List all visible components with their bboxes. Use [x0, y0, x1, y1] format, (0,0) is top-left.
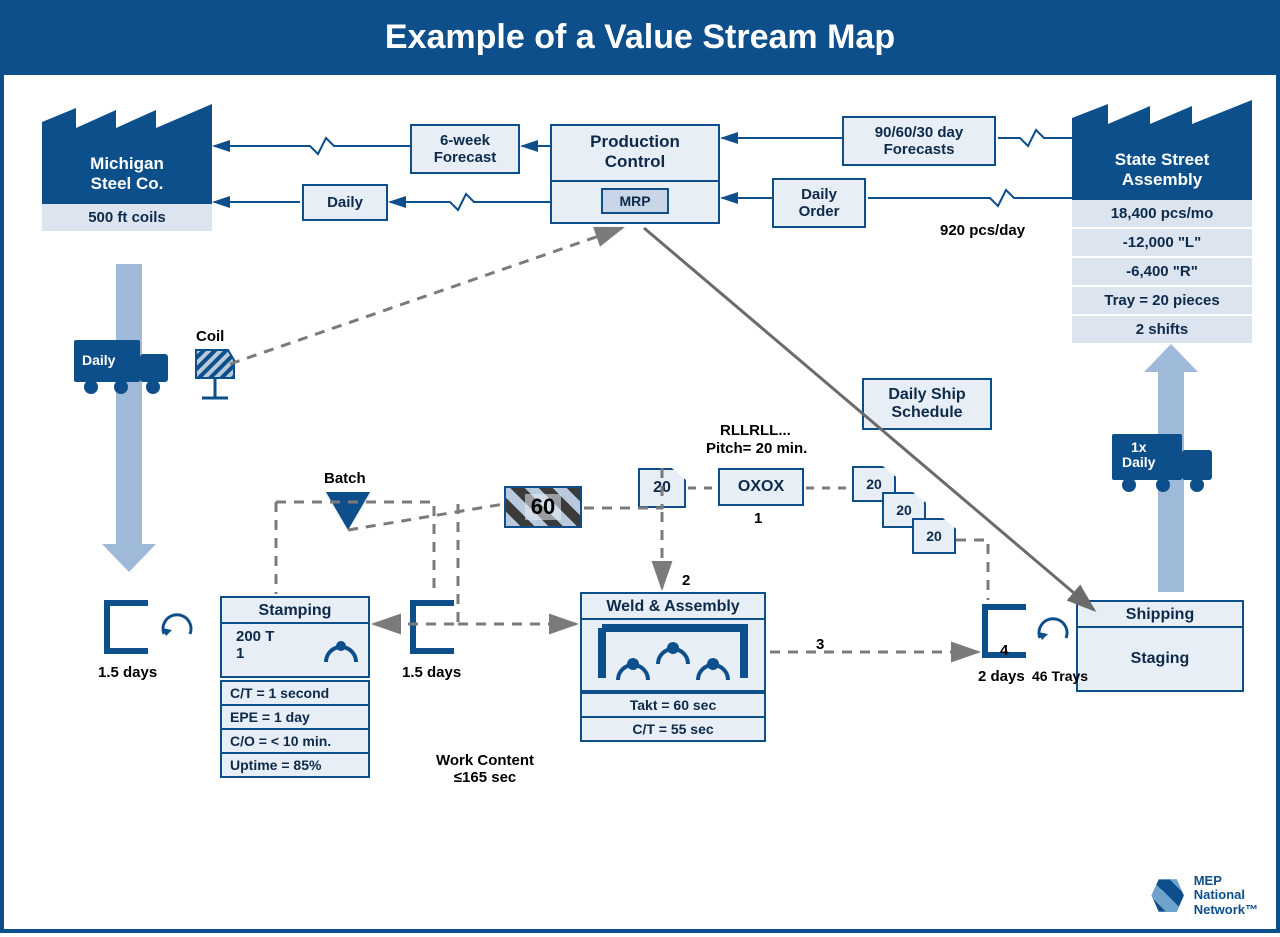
- customer-truck-label: 1x Daily: [1122, 440, 1155, 469]
- arrow-3-label: 3: [816, 636, 824, 653]
- pcs-per-day: 920 pcs/day: [940, 222, 1025, 239]
- customer-row: 18,400 pcs/mo: [1072, 200, 1252, 229]
- shipping-title: Shipping: [1078, 602, 1242, 628]
- fifo1-refresh-icon: [156, 604, 200, 648]
- weld-cell-icon: [588, 620, 758, 686]
- fifo3-refresh-icon: [1032, 608, 1076, 652]
- daily-ship-schedule: Daily Ship Schedule: [862, 378, 992, 430]
- production-control: Production Control MRP: [550, 124, 720, 224]
- weld-details: Takt = 60 sec C/T = 55 sec: [580, 692, 766, 742]
- logo-line3: Network™: [1194, 903, 1258, 917]
- mep-logo-icon: [1150, 878, 1186, 914]
- vsm-page: Example of a Value Stream Map Michigan S…: [0, 0, 1280, 933]
- weld-title: Weld & Assembly: [582, 594, 764, 620]
- supplier-note: 500 ft coils: [42, 204, 212, 233]
- fifo3-four: 4: [1000, 642, 1008, 659]
- six-week-forecast: 6-week Forecast: [410, 124, 520, 174]
- supplier-factory: Michigan Steel Co. 500 ft coils: [42, 104, 212, 233]
- customer-row: 2 shifts: [1072, 316, 1252, 345]
- customer-row: -6,400 "R": [1072, 258, 1252, 287]
- fifo2-days: 1.5 days: [402, 664, 461, 681]
- arrow-2-label: 2: [682, 572, 690, 589]
- stamping-detail: C/T = 1 second: [222, 682, 368, 706]
- supplier-name: Michigan Steel Co.: [42, 148, 212, 204]
- customer-name: State Street Assembly: [1072, 144, 1252, 200]
- page-title: Example of a Value Stream Map: [4, 4, 1276, 75]
- fifo3-days: 2 days: [978, 668, 1025, 685]
- stamping-detail: Uptime = 85%: [222, 754, 368, 776]
- mep-logo: MEP National Network™: [1150, 874, 1258, 917]
- customer-truck: 1x Daily: [1112, 434, 1232, 498]
- customer-rows: 18,400 pcs/mo -12,000 "L" -6,400 "R" Tra…: [1072, 200, 1252, 345]
- mrp-box: MRP: [601, 188, 669, 214]
- rll-label: RLLRLL...: [720, 422, 791, 439]
- batch-label: Batch: [324, 470, 366, 487]
- operator-icon: [322, 630, 360, 668]
- coil-label: Coil: [196, 328, 224, 345]
- logo-line2: National: [1194, 888, 1258, 902]
- sixty-label: 60: [525, 494, 561, 520]
- fifo-1: [104, 600, 148, 654]
- stamping-details: C/T = 1 second EPE = 1 day C/O = < 10 mi…: [220, 680, 370, 778]
- logo-line1: MEP: [1194, 874, 1258, 888]
- weld-detail: Takt = 60 sec: [582, 694, 764, 718]
- batch-triangle-icon: [326, 494, 370, 530]
- oxox-box: OXOX: [718, 468, 804, 506]
- customer-row: Tray = 20 pieces: [1072, 287, 1252, 316]
- kanban-20-d: 20: [912, 518, 956, 554]
- stamping-process: Stamping 200 T 1: [220, 596, 370, 678]
- shipping-sub: Staging: [1078, 628, 1242, 690]
- weld-detail: C/T = 55 sec: [582, 718, 764, 740]
- ninety-forecast: 90/60/30 day Forecasts: [842, 116, 996, 166]
- fifo3-trays: 46 Trays: [1032, 668, 1088, 684]
- shipping-process: Shipping Staging: [1076, 600, 1244, 692]
- supplier-truck-label: Daily: [82, 352, 115, 368]
- supplier-material-arrow: [116, 264, 142, 544]
- customer-factory: State Street Assembly 18,400 pcs/mo -12,…: [1072, 100, 1252, 345]
- stamping-detail: EPE = 1 day: [222, 706, 368, 730]
- kanban-20-a: 20: [638, 468, 686, 508]
- stamping-title: Stamping: [222, 598, 368, 624]
- pitch-label: Pitch= 20 min.: [706, 440, 807, 457]
- daily-order: Daily Order: [772, 178, 866, 228]
- coil-icon: [192, 348, 238, 404]
- oxox-one: 1: [754, 510, 762, 527]
- customer-row: -12,000 "L": [1072, 229, 1252, 258]
- weld-process: Weld & Assembly: [580, 592, 766, 692]
- stamping-detail: C/O = < 10 min.: [222, 730, 368, 754]
- fifo1-days: 1.5 days: [98, 664, 157, 681]
- fifo-2: [410, 600, 454, 654]
- work-content: Work Content ≤165 sec: [436, 752, 534, 786]
- daily-to-supplier: Daily: [302, 184, 388, 221]
- prod-ctrl-title: Production Control: [552, 126, 718, 180]
- supplier-truck: Daily: [74, 340, 184, 400]
- heijunka-sixty: 60: [504, 486, 582, 528]
